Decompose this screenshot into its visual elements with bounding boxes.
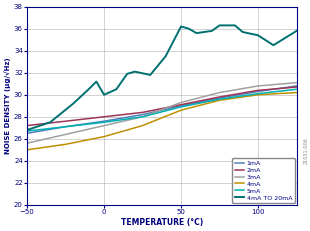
4mA TO 20mA — [114, 88, 118, 91]
2mA — [25, 124, 29, 127]
3mA — [256, 85, 260, 87]
Line: 4mA TO 20mA: 4mA TO 20mA — [27, 25, 297, 130]
3mA — [295, 81, 299, 84]
1mA — [25, 132, 29, 135]
1mA — [256, 90, 260, 93]
5mA — [218, 98, 221, 100]
Legend: 1mA, 2mA, 3mA, 4mA, 5mA, 4mA TO 20mA: 1mA, 2mA, 3mA, 4mA, 5mA, 4mA TO 20mA — [232, 158, 295, 203]
Y-axis label: NOISE DENSITY (μg/√Hz): NOISE DENSITY (μg/√Hz) — [4, 58, 11, 154]
4mA TO 20mA — [210, 30, 214, 32]
4mA — [179, 109, 183, 112]
X-axis label: TEMPERATURE (°C): TEMPERATURE (°C) — [121, 218, 203, 227]
Line: 3mA: 3mA — [27, 83, 297, 143]
2mA — [256, 89, 260, 92]
2mA — [218, 96, 221, 98]
4mA — [25, 149, 29, 151]
4mA TO 20mA — [179, 25, 183, 28]
Text: 21031-006: 21031-006 — [303, 137, 308, 164]
1mA — [102, 120, 106, 123]
5mA — [179, 106, 183, 108]
5mA — [295, 88, 299, 91]
Line: 2mA: 2mA — [27, 87, 297, 126]
2mA — [141, 111, 144, 114]
3mA — [218, 91, 221, 94]
4mA TO 20mA — [87, 88, 91, 91]
3mA — [141, 116, 144, 118]
3mA — [102, 124, 106, 127]
4mA — [218, 99, 221, 102]
1mA — [295, 85, 299, 87]
3mA — [25, 142, 29, 145]
4mA TO 20mA — [241, 31, 245, 33]
4mA TO 20mA — [95, 80, 98, 83]
4mA TO 20mA — [195, 32, 198, 34]
1mA — [218, 97, 221, 100]
4mA TO 20mA — [272, 44, 275, 47]
Line: 4mA: 4mA — [27, 93, 297, 150]
2mA — [295, 86, 299, 88]
3mA — [64, 133, 67, 136]
Line: 5mA: 5mA — [27, 89, 297, 131]
4mA TO 20mA — [71, 102, 75, 105]
5mA — [25, 130, 29, 133]
4mA TO 20mA — [148, 73, 152, 76]
4mA — [141, 124, 144, 127]
2mA — [64, 120, 67, 123]
4mA TO 20mA — [48, 121, 52, 124]
5mA — [102, 121, 106, 124]
3mA — [179, 101, 183, 104]
4mA TO 20mA — [133, 70, 137, 73]
1mA — [64, 125, 67, 128]
4mA TO 20mA — [218, 24, 221, 27]
4mA TO 20mA — [25, 129, 29, 131]
4mA TO 20mA — [164, 55, 167, 58]
4mA — [64, 143, 67, 146]
4mA TO 20mA — [295, 30, 299, 32]
5mA — [64, 125, 67, 128]
2mA — [102, 116, 106, 118]
1mA — [179, 104, 183, 107]
4mA TO 20mA — [125, 73, 129, 75]
5mA — [141, 116, 144, 118]
4mA TO 20mA — [256, 34, 260, 37]
4mA — [102, 135, 106, 138]
4mA TO 20mA — [233, 24, 237, 27]
4mA — [295, 91, 299, 94]
4mA — [256, 93, 260, 96]
Line: 1mA: 1mA — [27, 86, 297, 133]
1mA — [141, 113, 144, 116]
4mA TO 20mA — [187, 27, 191, 30]
4mA TO 20mA — [102, 93, 106, 96]
5mA — [256, 92, 260, 95]
2mA — [179, 103, 183, 106]
